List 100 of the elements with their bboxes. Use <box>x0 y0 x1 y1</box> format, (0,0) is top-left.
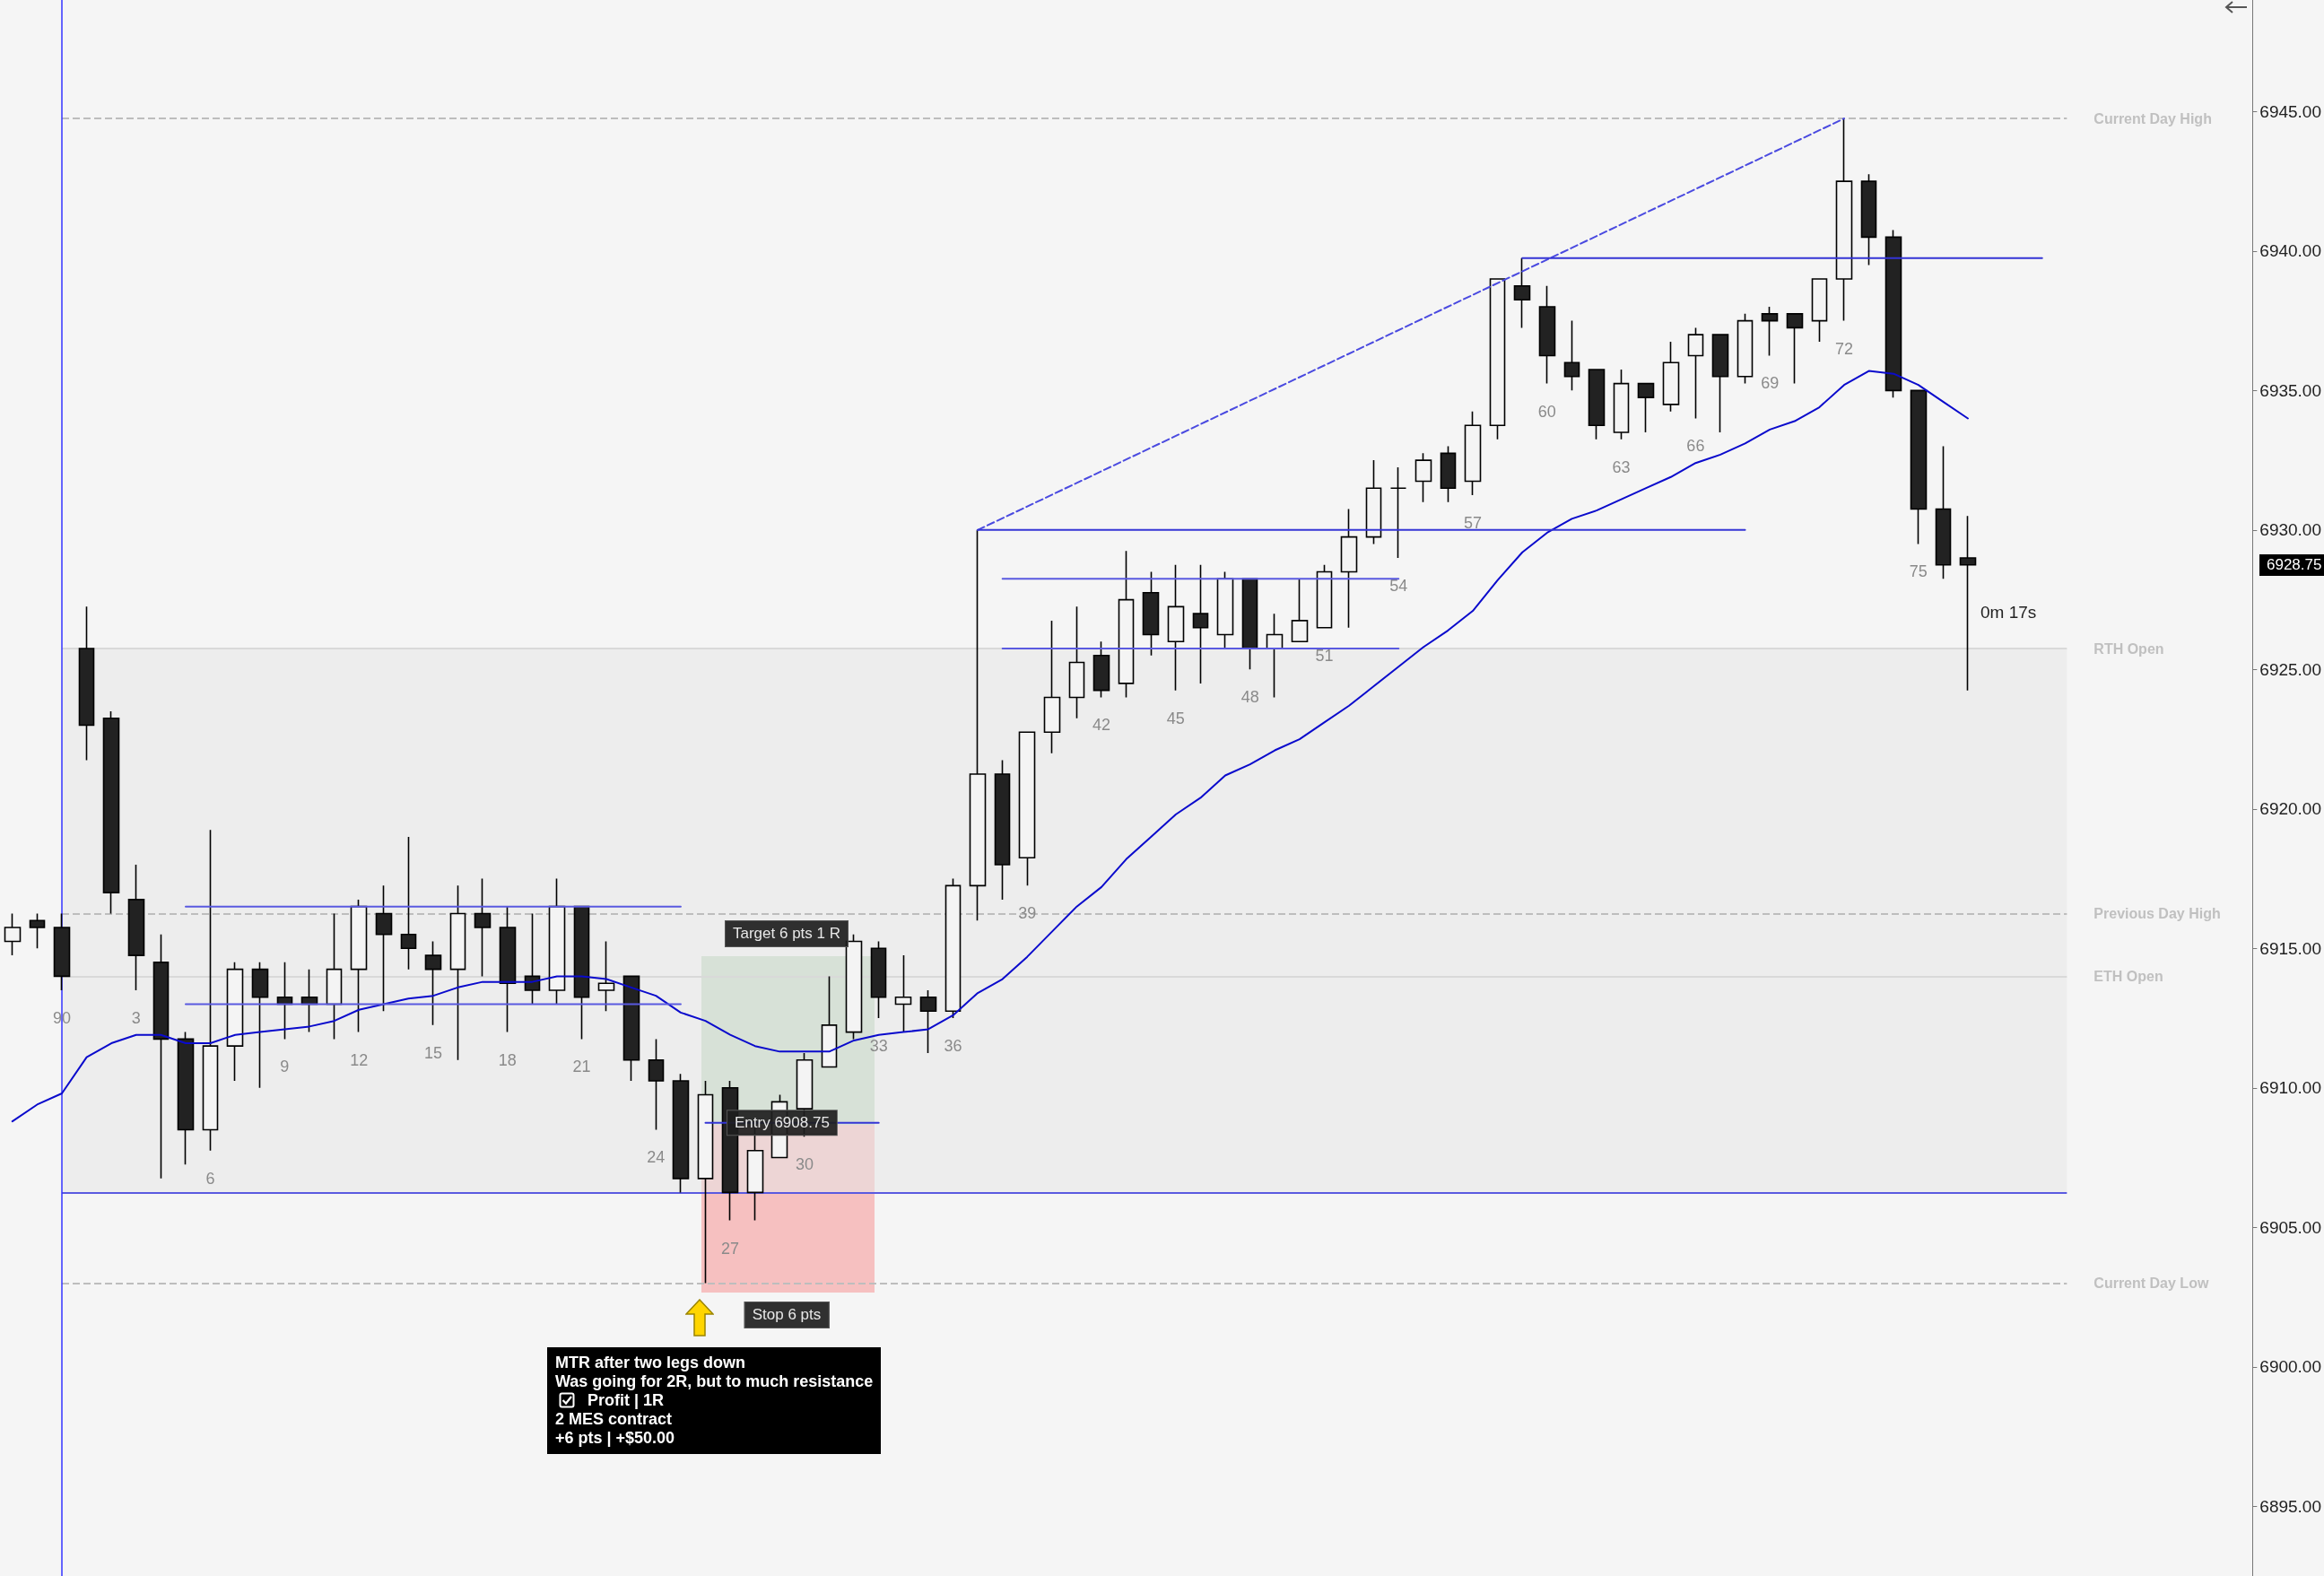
candlestick <box>300 968 318 1033</box>
candlestick <box>1613 369 1630 440</box>
y-tick-label: 6920.00 <box>2259 799 2322 819</box>
candlestick <box>1241 578 1258 671</box>
x-tick-label: 72 <box>1834 339 1853 358</box>
x-tick-label: 3 <box>131 1008 141 1027</box>
candlestick <box>350 899 368 1033</box>
candlestick <box>276 962 293 1041</box>
candlestick <box>648 1038 665 1131</box>
candlestick <box>1513 257 1531 329</box>
candlestick <box>1316 563 1333 629</box>
y-tick-label: 6905.00 <box>2259 1217 2322 1237</box>
x-tick-label: 9 <box>280 1058 290 1076</box>
candlestick <box>919 989 937 1054</box>
candlestick <box>29 912 46 950</box>
candlestick <box>1389 466 1407 559</box>
candlestick <box>449 884 466 1061</box>
candlestick <box>1910 389 1928 545</box>
candlestick <box>524 912 541 1006</box>
annotation: 0m 17s <box>1980 603 2037 623</box>
candlestick <box>548 877 566 1006</box>
text: 6928.75 <box>2259 554 2324 576</box>
candlestick <box>1043 620 1061 754</box>
x-tick-label: 30 <box>795 1155 814 1174</box>
annotation: Stop 6 pts <box>744 1302 830 1328</box>
candlestick <box>251 962 269 1089</box>
candlestick <box>1414 452 1432 503</box>
candlestick <box>474 877 492 978</box>
candlestick <box>1588 369 1606 440</box>
candlestick <box>597 940 615 1013</box>
candlestick <box>994 759 1011 901</box>
candlestick <box>1711 334 1729 433</box>
candlestick <box>1216 570 1234 649</box>
x-tick-label: 6 <box>205 1169 215 1188</box>
candlestick <box>1835 118 1853 322</box>
x-tick-label: 54 <box>1389 576 1408 595</box>
candlestick <box>326 912 343 1041</box>
candlestick <box>697 1080 714 1284</box>
candlestick <box>969 529 987 922</box>
y-tick-label: 6900.00 <box>2259 1357 2322 1377</box>
y-tick-label: 6895.00 <box>2259 1496 2322 1516</box>
x-tick-label: 33 <box>869 1037 888 1056</box>
x-tick-label: 21 <box>572 1058 591 1076</box>
x-tick-label: 69 <box>1761 374 1780 393</box>
y-tick-label: 6940.00 <box>2259 241 2322 261</box>
x-tick-label: 12 <box>350 1050 369 1069</box>
y-tick-label: 6935.00 <box>2259 380 2322 400</box>
candlestick <box>894 954 912 1033</box>
candlestick <box>1761 306 1779 357</box>
candlestick <box>1637 382 1655 433</box>
candlestick <box>1538 284 1556 385</box>
x-tick-label: 51 <box>1315 646 1334 665</box>
candlestick <box>1340 508 1358 629</box>
candlestick <box>1167 563 1185 692</box>
candlestick <box>1489 278 1506 440</box>
candlestick <box>226 962 244 1082</box>
candlestick <box>102 710 120 915</box>
y-tick-label: 6915.00 <box>2259 938 2322 958</box>
candlestick <box>152 933 170 1180</box>
candlestick <box>127 864 145 991</box>
candlestick <box>944 877 962 1019</box>
y-tick-label: 6925.00 <box>2259 659 2322 679</box>
candlestick <box>1662 341 1680 413</box>
x-tick-label: 45 <box>1166 709 1185 727</box>
y-tick-label: 6930.00 <box>2259 520 2322 540</box>
x-tick-label: 66 <box>1686 437 1705 456</box>
annotation: Target 6 pts 1 R <box>724 920 849 947</box>
x-tick-label: 75 <box>1909 562 1928 581</box>
candlestick <box>1786 313 1804 385</box>
y-tick-label: 6910.00 <box>2259 1078 2322 1098</box>
candlestick <box>1884 229 1902 398</box>
y-tick-label: 6945.00 <box>2259 101 2322 121</box>
x-tick-label: 60 <box>1537 402 1556 421</box>
candlestick <box>202 829 219 1152</box>
candlestick <box>375 884 393 1013</box>
x-tick-label: 18 <box>498 1050 517 1069</box>
candlestick <box>1959 515 1977 692</box>
candlestick <box>424 940 442 1026</box>
candlestick <box>1811 278 1828 343</box>
candlestick <box>499 905 517 1033</box>
x-tick-label: 15 <box>423 1043 442 1062</box>
x-tick-label: 36 <box>944 1037 962 1056</box>
annotation: Entry 6908.75 <box>734 1114 830 1132</box>
candlestick <box>1092 640 1110 699</box>
candlestick <box>1464 410 1482 496</box>
candlestick <box>1018 731 1036 887</box>
candlestick <box>573 905 590 1041</box>
candlestick <box>1860 173 1877 266</box>
candlestick <box>400 836 417 971</box>
x-tick-label: 63 <box>1612 457 1631 476</box>
x-tick-label: 48 <box>1240 688 1259 707</box>
candlestick <box>78 605 95 762</box>
annotation: MTR after two legs down Was going for 2R, but to much resistance Profit | 1R 2 MES contract +6 pts | +$50.00 <box>555 1354 874 1448</box>
candlestick <box>845 933 863 1041</box>
x-tick-label: 24 <box>647 1148 666 1167</box>
x-tick-label: 39 <box>1018 904 1037 923</box>
candlestick <box>1192 563 1209 684</box>
candlestick <box>870 940 887 1019</box>
candlestick <box>1687 327 1704 420</box>
candlestick <box>1266 613 1284 699</box>
